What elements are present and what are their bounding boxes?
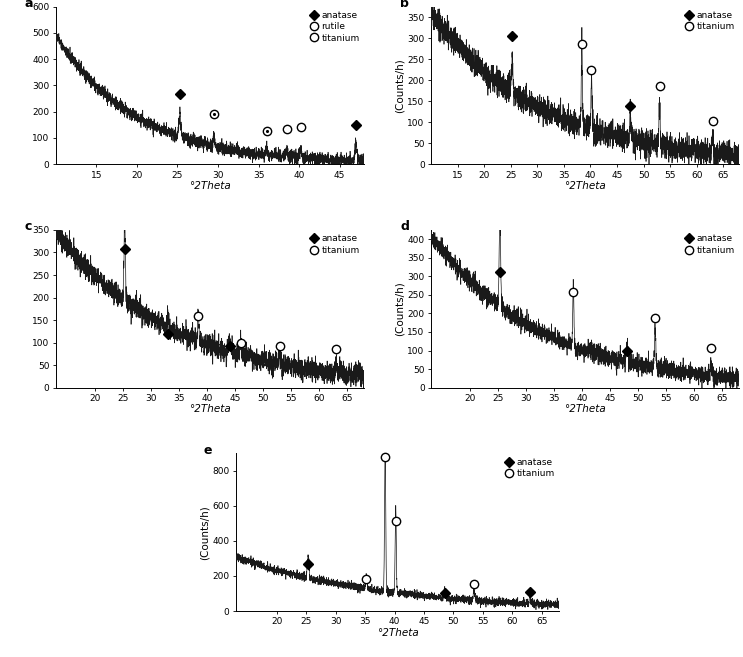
Legend: anatase, rutile, titanium: anatase, rutile, titanium	[308, 9, 361, 45]
Legend: anatase, titanium: anatase, titanium	[684, 9, 736, 33]
Text: c: c	[25, 221, 32, 233]
Y-axis label: (Counts/h): (Counts/h)	[395, 281, 405, 336]
Y-axis label: (Counts/h): (Counts/h)	[395, 58, 405, 113]
X-axis label: °2Theta: °2Theta	[189, 181, 231, 191]
Text: d: d	[400, 221, 409, 233]
Text: b: b	[400, 0, 409, 10]
Y-axis label: (Counts/h): (Counts/h)	[199, 505, 210, 560]
Text: a: a	[25, 0, 33, 10]
Legend: anatase, titanium: anatase, titanium	[684, 233, 736, 256]
Legend: anatase, titanium: anatase, titanium	[504, 456, 557, 480]
X-axis label: °2Theta: °2Theta	[564, 404, 606, 415]
Legend: anatase, titanium: anatase, titanium	[308, 233, 361, 256]
X-axis label: °2Theta: °2Theta	[564, 181, 606, 191]
Text: e: e	[204, 444, 212, 457]
X-axis label: °2Theta: °2Theta	[189, 404, 231, 415]
X-axis label: °2Theta: °2Theta	[377, 627, 418, 638]
